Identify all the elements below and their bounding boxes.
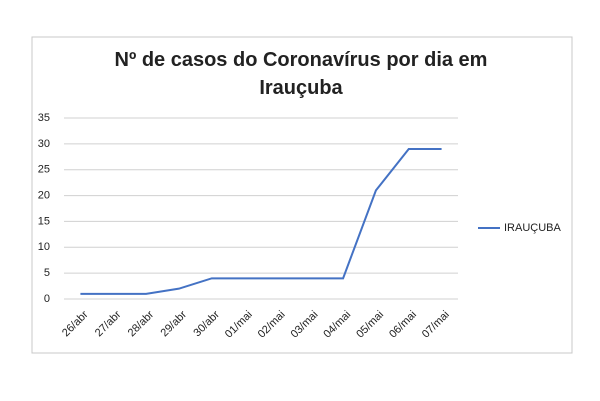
chart-border: [31, 36, 573, 354]
y-tick-label: 30: [38, 138, 50, 150]
y-tick-label: 0: [44, 293, 50, 305]
chart-title: Nº de casos do Coronavírus por dia em Ir…: [114, 49, 488, 99]
y-tick-label: 25: [38, 164, 50, 176]
legend-label: IRAUÇUBA: [504, 222, 562, 234]
y-tick-label: 35: [38, 112, 50, 124]
line-series: [80, 148, 442, 295]
y-tick-label: 15: [38, 215, 50, 227]
y-tick-label: 10: [38, 241, 50, 253]
y-tick-label: 20: [38, 189, 50, 201]
y-tick-label: 5: [44, 267, 50, 279]
